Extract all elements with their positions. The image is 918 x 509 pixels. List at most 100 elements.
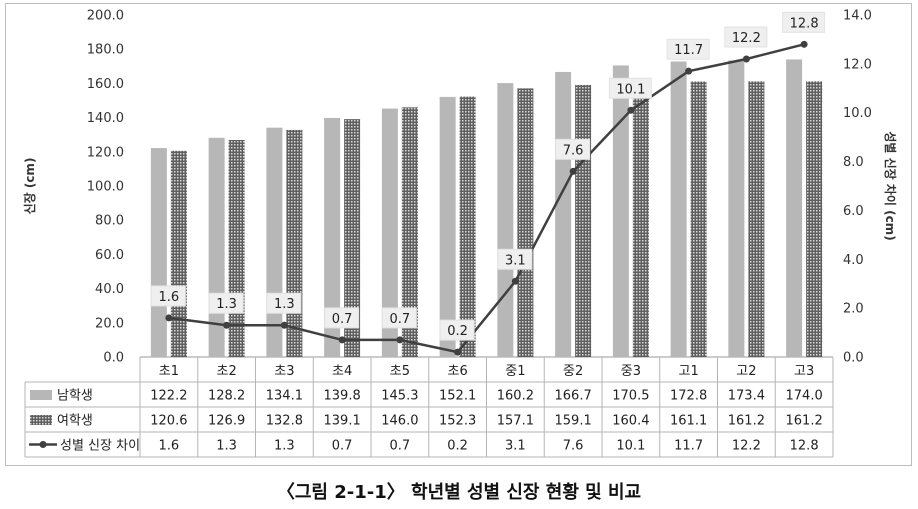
y-tick-label: 0.0 (103, 351, 124, 366)
data-label-box (381, 307, 417, 329)
data-label: 1.6 (159, 290, 180, 305)
table-cell: 152.3 (439, 414, 476, 429)
diff-line (168, 43, 805, 354)
diff-point (685, 67, 693, 75)
diff-point (569, 167, 577, 175)
bar-female (632, 82, 649, 357)
data-label: 12.8 (790, 16, 819, 31)
category-label: 중1 (505, 364, 525, 379)
table-cell: 0.2 (447, 439, 468, 454)
data-label: 3.1 (505, 253, 526, 268)
y2-tick-label: 6.0 (843, 204, 864, 219)
bar-female (575, 84, 592, 358)
bar-female (748, 81, 765, 358)
data-label-box (266, 292, 302, 314)
bar-female (170, 150, 187, 357)
y-tick-label: 180.0 (87, 43, 124, 58)
category-label: 초2 (217, 364, 237, 379)
table-cell: 1.3 (274, 439, 295, 454)
table-cell: 120.6 (150, 414, 187, 429)
diff-point (742, 55, 750, 63)
category-label: 초5 (390, 364, 410, 379)
data-label: 7.6 (563, 143, 584, 158)
table-cell: 166.7 (555, 389, 592, 404)
bar-male (728, 60, 745, 358)
table-cell: 1.3 (216, 439, 237, 454)
bar-female (286, 129, 303, 357)
data-label-box (497, 248, 533, 270)
bar-female (517, 88, 534, 357)
diff-point (511, 277, 519, 285)
y-tick-label: 40.0 (95, 282, 124, 297)
table-cell: 7.6 (563, 439, 584, 454)
category-label: 고1 (679, 364, 699, 379)
bar-female (690, 81, 707, 358)
category-label: 중3 (621, 364, 641, 379)
data-label-box (724, 26, 768, 48)
data-label: 12.2 (732, 31, 761, 46)
table-cell: 126.9 (208, 414, 245, 429)
data-label-box (666, 38, 710, 60)
diff-point (454, 348, 462, 356)
bar-female (806, 81, 823, 358)
y-tick-label: 160.0 (87, 77, 124, 92)
legend-key-male (30, 390, 52, 400)
category-label: 중2 (563, 364, 583, 379)
data-label: 10.1 (616, 82, 645, 97)
bar-male (439, 96, 456, 357)
diff-point (223, 321, 231, 329)
y-tick-label: 100.0 (87, 180, 124, 195)
data-label-box (439, 319, 475, 341)
table-cell: 12.2 (732, 439, 761, 454)
data-label-box (150, 285, 186, 307)
y-tick-label: 20.0 (95, 316, 124, 331)
table-cell: 160.4 (612, 414, 649, 429)
table-cell: 145.3 (381, 389, 418, 404)
data-label: 11.7 (674, 43, 703, 58)
y2-tick-label: 8.0 (843, 155, 864, 170)
y2-tick-label: 14.0 (843, 9, 872, 24)
table-cell: 128.2 (208, 389, 245, 404)
category-label: 초1 (159, 364, 179, 379)
table-cell: 161.2 (728, 414, 765, 429)
y-tick-label: 140.0 (87, 111, 124, 126)
y-tick-label: 80.0 (95, 214, 124, 229)
table-cell: 139.8 (324, 389, 361, 404)
data-label-box (208, 292, 244, 314)
y2-tick-label: 0.0 (843, 351, 864, 366)
table-cell: 12.8 (790, 439, 819, 454)
legend-key-diff-marker (39, 441, 47, 448)
table-cell: 172.8 (670, 389, 707, 404)
data-label-box (555, 138, 591, 160)
table-cell: 157.1 (497, 414, 534, 429)
category-label: 초4 (332, 364, 352, 379)
data-label-box (324, 307, 360, 329)
category-label: 초3 (274, 364, 294, 379)
table-cell: 161.2 (786, 414, 823, 429)
table-cell: 152.1 (439, 389, 476, 404)
table-cell: 160.2 (497, 389, 534, 404)
y-axis-title: 신장 (cm) (22, 158, 37, 215)
bar-female (459, 96, 476, 357)
table-cell: 173.4 (728, 389, 765, 404)
diff-point (627, 106, 635, 114)
bar-male (324, 117, 341, 357)
bar-male (786, 59, 803, 358)
data-label: 0.7 (332, 312, 353, 327)
table-cell: 11.7 (674, 439, 703, 454)
data-label-box (608, 77, 652, 99)
table-cell: 146.0 (381, 414, 418, 429)
table-cell: 170.5 (612, 389, 649, 404)
table-cell: 0.7 (332, 439, 353, 454)
bar-female (401, 107, 418, 357)
data-label: 1.3 (274, 297, 295, 312)
legend-label: 여학생 (57, 414, 93, 429)
data-label: 1.3 (216, 297, 237, 312)
table-cell: 139.1 (324, 414, 361, 429)
category-label: 고3 (794, 364, 814, 379)
category-label: 초6 (448, 364, 468, 379)
y2-axis-title: 성별 신장 차이 (cm) (883, 131, 898, 240)
legend-label: 성별 신장 차이 (60, 439, 140, 454)
diff-point (338, 336, 346, 344)
y2-tick-label: 4.0 (843, 253, 864, 268)
